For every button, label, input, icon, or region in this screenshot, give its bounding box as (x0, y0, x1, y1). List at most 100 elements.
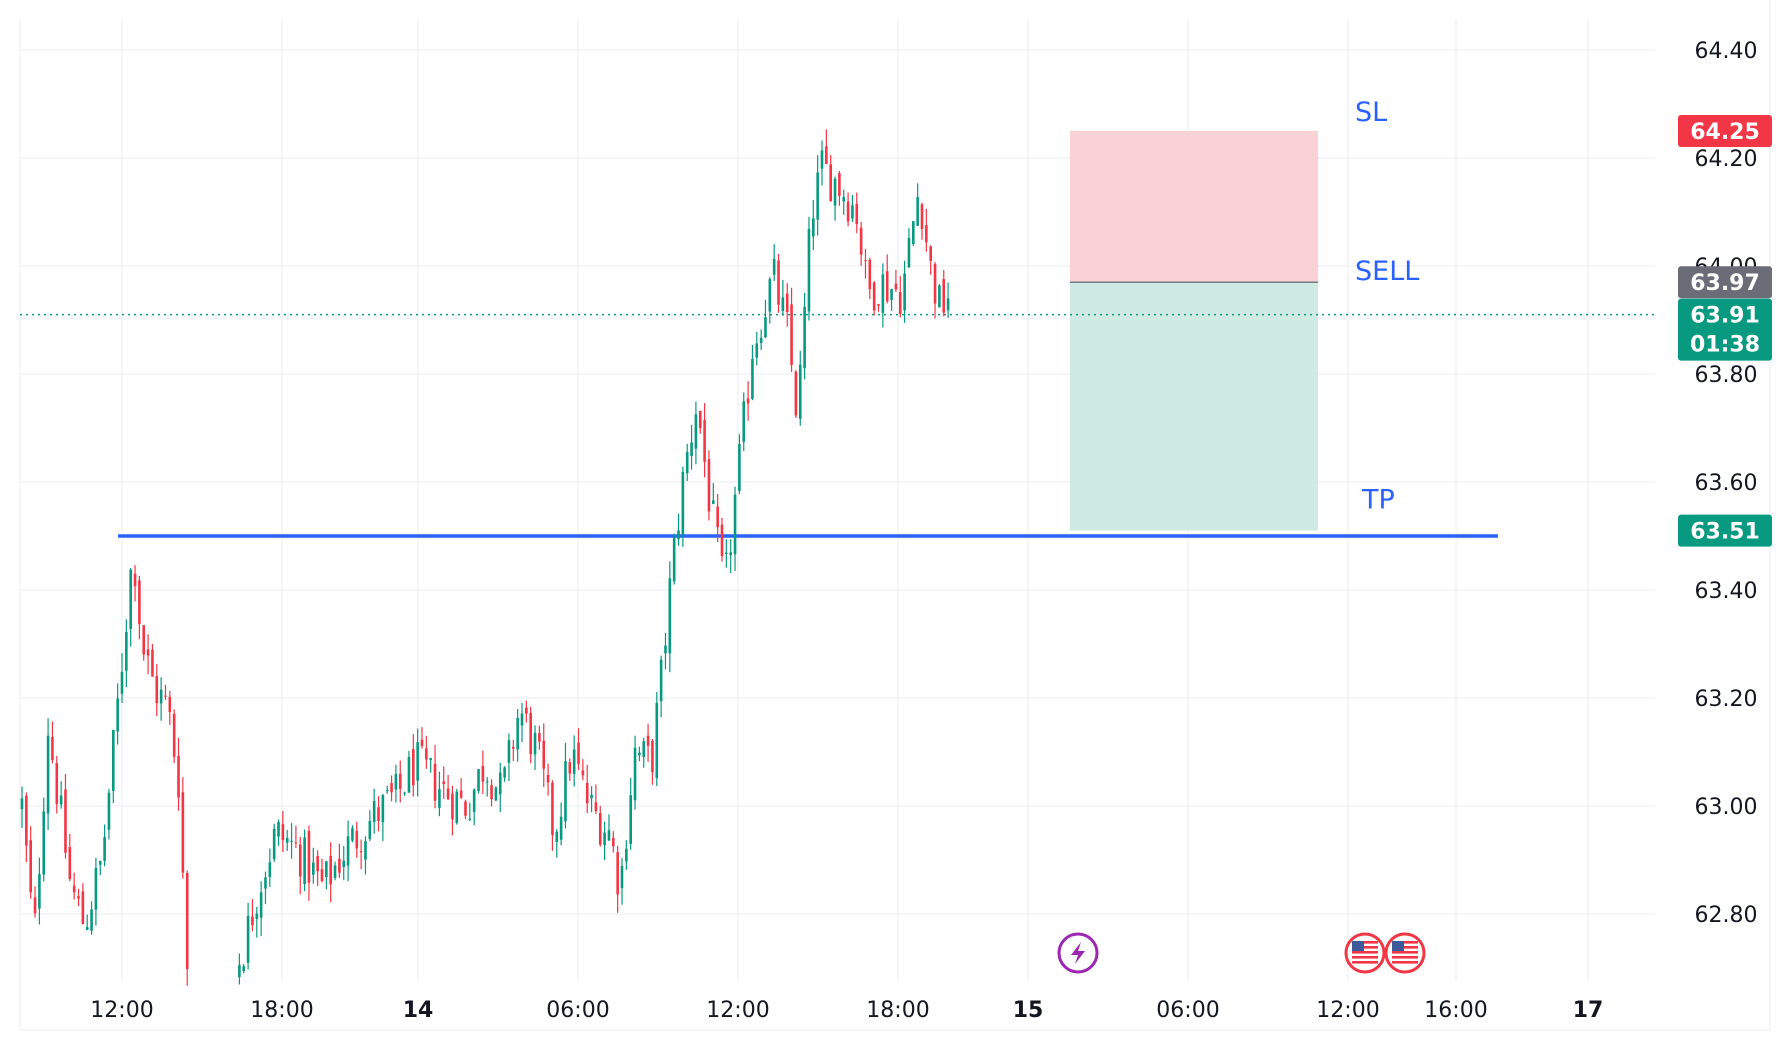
level-lines[interactable] (20, 313, 1655, 538)
candle-body (433, 763, 437, 801)
candle-body (94, 867, 98, 910)
candle-body (68, 847, 72, 880)
candle-body (568, 762, 572, 774)
candle-body (129, 569, 132, 629)
candle-body (485, 781, 489, 783)
candle-body (594, 802, 598, 812)
candle-body (98, 860, 102, 865)
candle-body (394, 773, 398, 790)
candle-body (829, 164, 832, 202)
candle-body (412, 749, 415, 786)
event-markers[interactable] (1057, 932, 1426, 974)
us-flag-stripe (1352, 941, 1378, 944)
candle-body (438, 789, 441, 808)
price-axis-label: 62.80 (1695, 903, 1758, 928)
price-axis-label: 63.20 (1695, 687, 1758, 712)
time-axis-label: 12:00 (706, 998, 769, 1023)
candle-body (277, 821, 280, 837)
candle-body (285, 838, 289, 843)
time-axis[interactable]: 12:00 18:00 14 06:00 12:00 18:00 15 06:00 12:00 1… (90, 998, 1603, 1023)
last-price-tag-bg (1678, 298, 1772, 361)
candle-body (455, 791, 459, 824)
annotation-sl: SL (1355, 97, 1387, 128)
candle-body (116, 698, 119, 732)
us-flag-icon[interactable] (1344, 932, 1386, 974)
candle-body (812, 218, 815, 237)
candle-body (64, 789, 67, 853)
candle-body (898, 292, 902, 315)
candle-body (698, 410, 702, 429)
stop-loss-zone[interactable] (1070, 131, 1318, 283)
price-axis[interactable]: 62.8063.0063.2063.4063.6063.8064.0064.20… (1695, 39, 1758, 928)
candle-body (398, 773, 402, 789)
candle-body (925, 225, 928, 243)
time-axis-label: 06:00 (1156, 998, 1219, 1023)
candle-body (642, 741, 646, 758)
annotations: SL SELL TP (1355, 97, 1419, 516)
price-tags: 64.25 63.97 63.91 01:38 63.51 (1678, 115, 1772, 547)
candle-body (842, 197, 846, 202)
lightning-icon[interactable] (1057, 932, 1099, 974)
candle-body (816, 172, 819, 220)
candle-body (472, 789, 476, 812)
take-profit-price-tag-bg (1678, 514, 1772, 547)
candle-body (529, 712, 532, 755)
candle-body (825, 146, 828, 164)
candle-body (138, 580, 141, 625)
candle-body (785, 293, 789, 313)
candle-body (577, 742, 580, 764)
us-flag-icon[interactable] (1384, 932, 1426, 974)
us-flag-canton (1352, 941, 1364, 951)
candle-body (498, 772, 502, 795)
candle-body (759, 337, 763, 344)
candle-body (838, 173, 841, 196)
candle-body (672, 536, 676, 582)
candle-body (872, 282, 876, 311)
candle-body (377, 807, 380, 821)
candle-body (329, 856, 332, 885)
candle-body (868, 259, 872, 290)
candle-body (133, 573, 137, 587)
candle-body (272, 828, 276, 860)
candle-body (664, 645, 667, 654)
candle-body (942, 279, 946, 313)
position-zones[interactable] (1070, 131, 1318, 531)
candle-body (638, 752, 641, 756)
candle-body (46, 735, 50, 814)
take-profit-zone[interactable] (1070, 282, 1318, 531)
candle-body (238, 965, 241, 978)
candle-body (368, 820, 372, 839)
candle-body (120, 671, 124, 694)
candle-body (281, 824, 285, 841)
candle-body (72, 885, 76, 893)
candle-body (294, 842, 298, 844)
time-axis-label: 15 (1013, 998, 1044, 1023)
candle-body (612, 837, 615, 847)
candle-body (459, 790, 463, 798)
price-axis-label: 63.40 (1695, 579, 1758, 604)
us-flag-canton (1392, 941, 1404, 951)
candle-body (512, 746, 515, 749)
candle-body (820, 150, 824, 169)
candle-body (920, 204, 924, 229)
last-price-tag: 63.91 (1690, 304, 1760, 329)
candle-body (581, 770, 585, 776)
candle-body (846, 201, 850, 222)
candle-body (90, 909, 93, 931)
candle-body (520, 713, 524, 726)
time-axis-label: 12:00 (90, 998, 153, 1023)
candle-body (712, 500, 715, 504)
candle-body (185, 872, 189, 970)
candle-body (772, 258, 776, 275)
annotation-tp: TP (1361, 485, 1395, 516)
price-axis-label: 63.80 (1695, 363, 1758, 388)
candle-body (685, 452, 689, 474)
grid (19, 0, 1771, 1031)
candle-body (25, 795, 28, 846)
candle-body (572, 749, 576, 774)
candle-body (159, 689, 163, 704)
entry-price-tag-bg (1678, 266, 1772, 299)
candle-body (542, 740, 546, 769)
